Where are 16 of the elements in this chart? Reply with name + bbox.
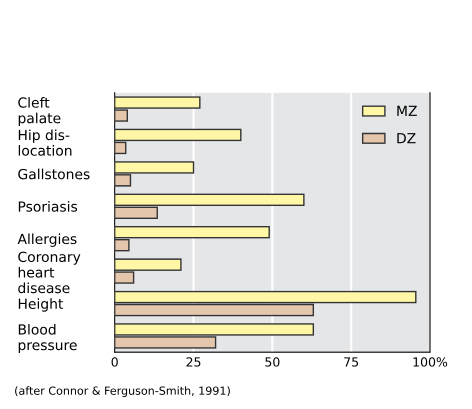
y-tick-label: Cleft palate	[18, 97, 60, 126]
x-tick-label: 75	[344, 357, 358, 367]
y-tick-label: Allergies	[18, 233, 76, 247]
y-tick-label: Blood pressure	[18, 324, 77, 353]
x-tick-label: 50	[265, 357, 280, 367]
x-tick-label: 25	[186, 357, 200, 367]
y-tick-label: Hip dis- location	[18, 129, 72, 156]
x-tick-label: 0	[112, 357, 118, 367]
y-tick-label: Psoriasis	[18, 201, 78, 212]
y-tick-label: Coronary heart disease	[18, 252, 80, 294]
legend-label: DZ	[397, 133, 416, 144]
x-tick-label: 100%	[413, 357, 448, 367]
legend-label: MZ	[397, 106, 417, 116]
y-tick-label: Height	[18, 298, 64, 312]
y-tick-label: Gallstones	[18, 168, 90, 180]
text: (after Connor & Ferguson-Smith, 1991)	[15, 386, 230, 397]
